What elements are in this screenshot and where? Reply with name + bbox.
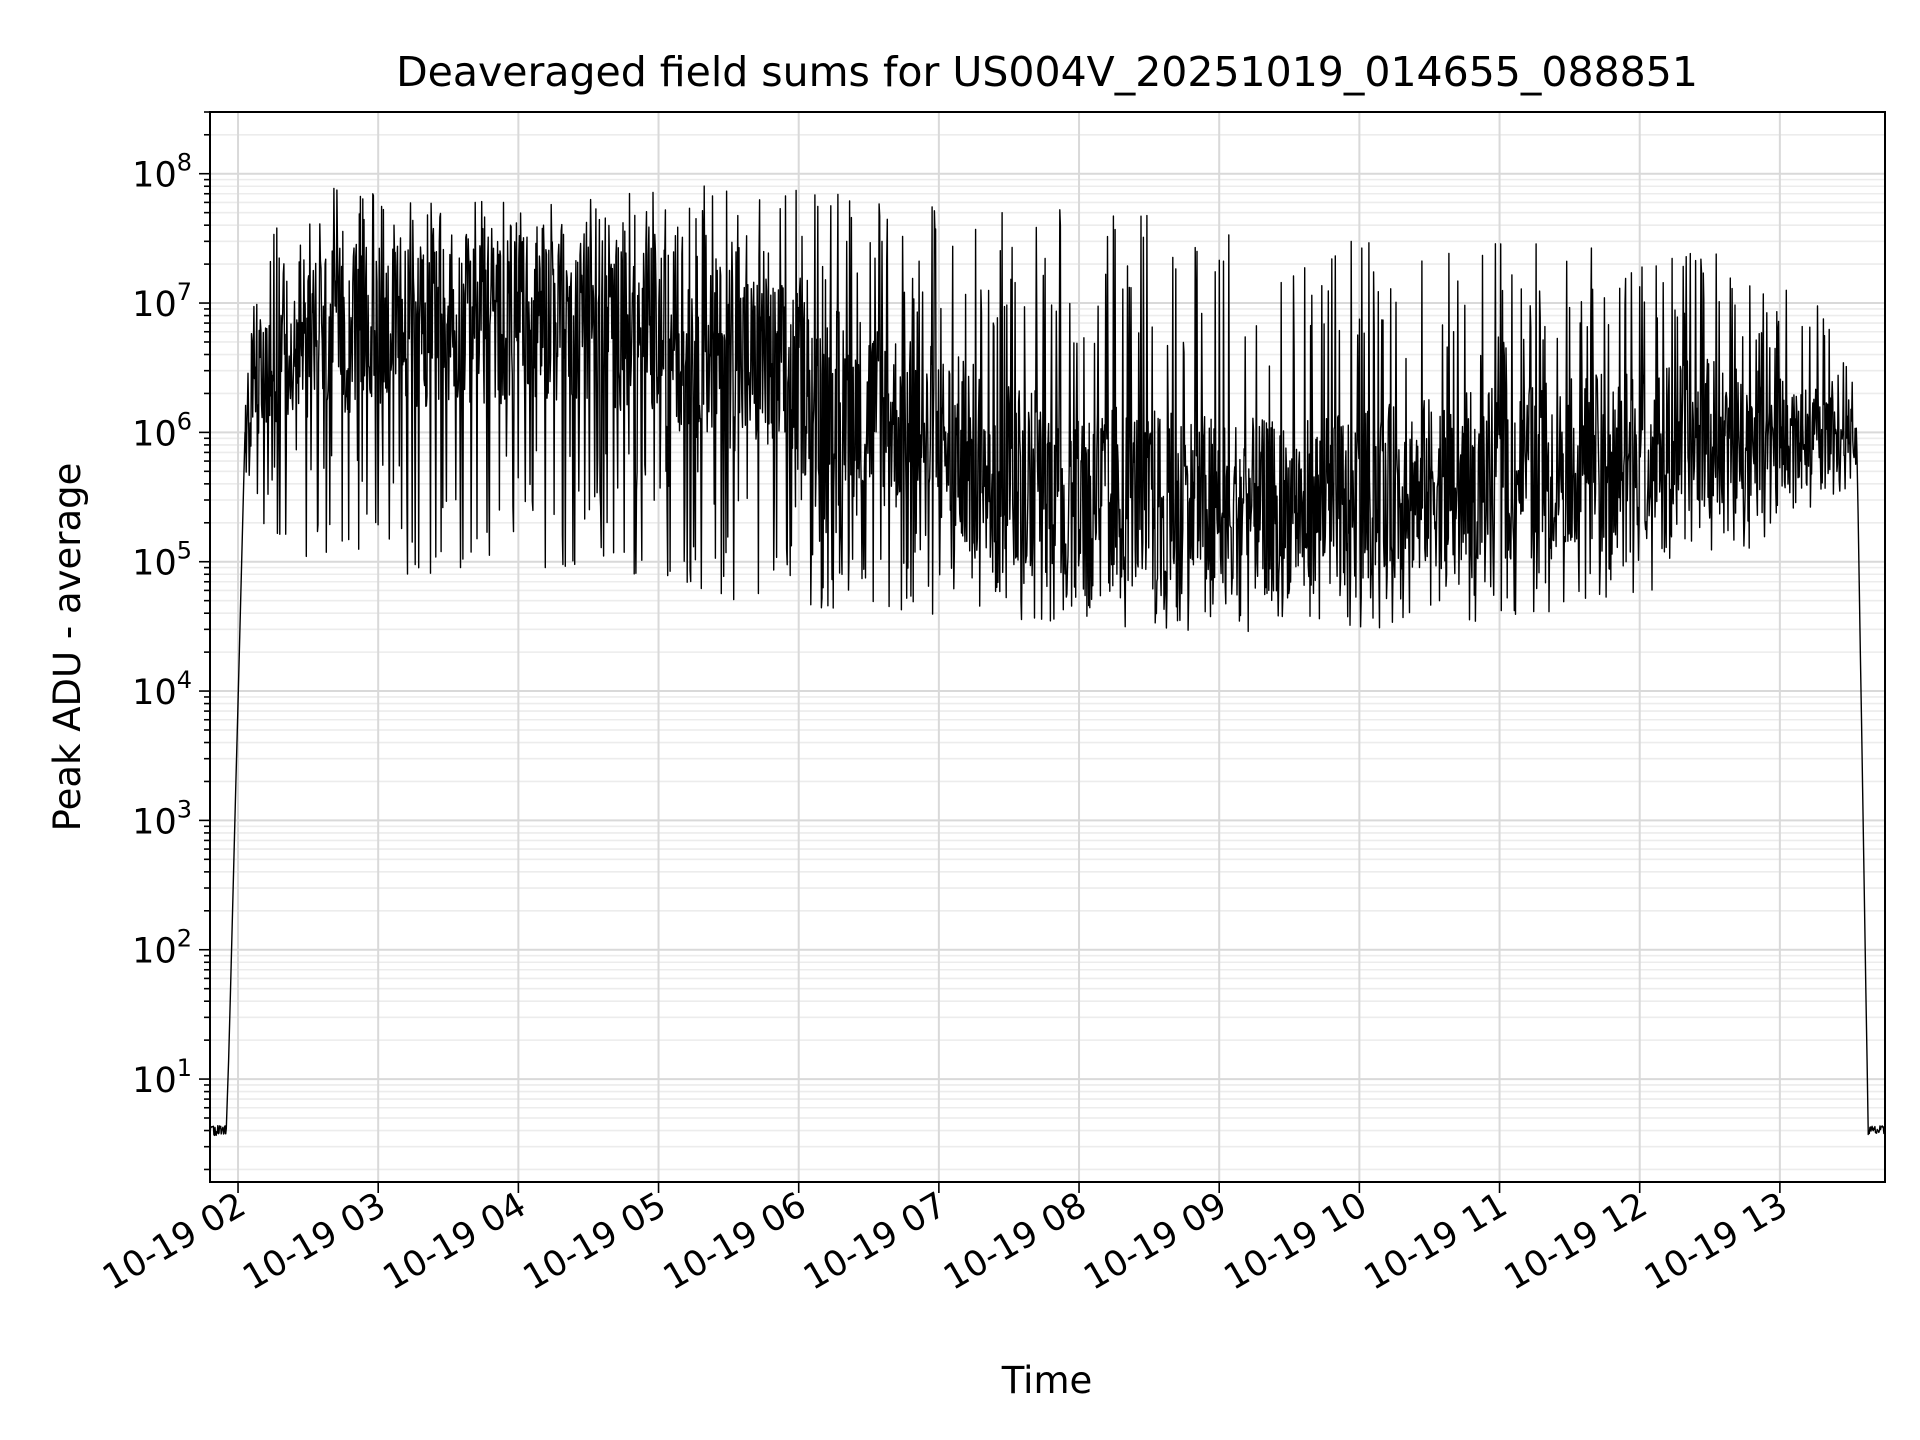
x-axis-label: Time [1001, 1359, 1093, 1402]
x-tick-label: 10-19 04 [377, 1185, 533, 1298]
x-tick-label: 10-19 02 [96, 1185, 252, 1298]
y-tick-label: 104 [132, 666, 192, 713]
plot-frame [209, 111, 1886, 1183]
x-tick-label: 10-19 09 [1077, 1185, 1233, 1298]
x-tick-label: 10-19 10 [1218, 1185, 1374, 1298]
series-layer [209, 185, 1886, 1137]
x-tick-label: 10-19 13 [1638, 1185, 1794, 1298]
x-tick-label: 10-19 06 [657, 1185, 813, 1298]
y-tick-label: 105 [132, 537, 192, 584]
series-line [209, 185, 1886, 1137]
chart-title: Deaveraged field sums for US004V_2025101… [396, 48, 1698, 96]
x-tick-label: 10-19 08 [937, 1185, 1093, 1298]
x-tick-label: 10-19 03 [236, 1185, 392, 1298]
y-tick-label: 102 [132, 925, 192, 972]
y-tick-label: 107 [132, 278, 192, 325]
x-tick-label: 10-19 11 [1358, 1185, 1514, 1298]
x-tick-label: 10-19 05 [517, 1185, 673, 1298]
y-axis-label: Peak ADU - average [46, 463, 89, 832]
y-tick-label: 103 [132, 795, 192, 842]
y-tick-label: 101 [132, 1054, 192, 1101]
y-axis-ticks: 101 102 103 104 105 106 107 108 [132, 111, 210, 1171]
y-tick-label: 106 [132, 407, 192, 454]
x-tick-label: 10-19 12 [1498, 1185, 1654, 1298]
y-tick-label: 108 [132, 149, 192, 196]
x-tick-label: 10-19 07 [797, 1185, 953, 1298]
